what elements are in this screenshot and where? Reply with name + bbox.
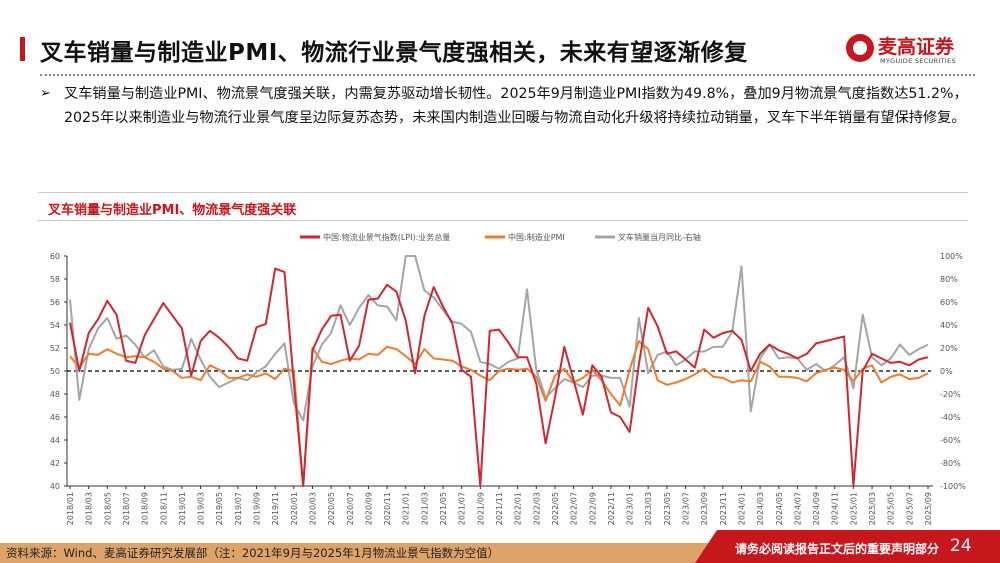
x-tick-label: 2021/01	[402, 492, 411, 525]
x-tick-label: 2023/09	[700, 492, 709, 525]
y-left-tick-label: 48	[50, 390, 60, 399]
x-tick-label: 2020/07	[346, 492, 355, 525]
x-tick-label: 2019/01	[178, 492, 187, 525]
page-title: 叉车销量与制造业PMI、物流行业景气度强相关，未来有望逐渐修复	[40, 40, 748, 66]
y-right-tick-label: 80%	[940, 275, 958, 284]
x-tick-label: 2024/03	[756, 492, 765, 525]
bullet-text: 叉车销量与制造业PMI、物流景气度强关联，内需复苏驱动增长韧性。2025年9月制…	[64, 86, 968, 126]
x-tick-label: 2018/09	[141, 492, 150, 525]
x-tick-label: 2023/01	[626, 492, 635, 525]
x-tick-label: 2022/05	[551, 492, 560, 525]
dotted-divider	[40, 74, 975, 76]
chart-top-border	[38, 192, 968, 193]
line-chart: 中国:物流业景气指数(LPI):业务总量 中国:制造业PMI 叉车销量当月同比-右轴…	[50, 232, 966, 525]
x-tick-label: 2022/01	[514, 492, 523, 525]
logo-text-cn: 麦高证券	[878, 36, 955, 58]
x-tick-label: 2019/07	[234, 492, 243, 525]
x-tick-label: 2020/05	[327, 492, 336, 525]
y-left-tick-label: 50	[50, 367, 60, 376]
bullet-paragraph: ➢ 叉车销量与制造业PMI、物流景气度强关联，内需复苏驱动增长韧性。2025年9…	[40, 82, 970, 130]
y-right-tick-label: 0%	[940, 367, 953, 376]
series-line-1	[69, 340, 929, 487]
y-left-tick-label: 56	[50, 298, 60, 307]
x-tick-label: 2018/03	[85, 492, 94, 525]
y-left-tick-label: 54	[50, 321, 60, 330]
logo-icon	[846, 34, 874, 62]
x-tick-label: 2018/11	[159, 492, 168, 525]
arrow-bullet-icon: ➢	[40, 86, 51, 101]
x-tick-label: 2021/09	[476, 492, 485, 525]
legend-label-2: 叉车销量当月同比-右轴	[618, 232, 701, 242]
y-right-tick-label: -20%	[940, 390, 961, 399]
x-tick-label: 2024/05	[775, 492, 784, 525]
x-tick-label: 2022/07	[570, 492, 579, 525]
y-left-tick-label: 52	[50, 344, 60, 353]
company-logo: 麦高证券 MYGUIDE SECURITIES	[846, 32, 971, 68]
y-right-tick-label: -40%	[940, 413, 961, 422]
y-left-tick-label: 40	[50, 482, 60, 491]
logo-text-en: MYGUIDE SECURITIES	[880, 57, 956, 65]
x-tick-label: 2022/11	[607, 492, 616, 525]
y-left-tick-label: 44	[50, 436, 60, 445]
x-tick-label: 2019/03	[197, 492, 206, 525]
source-note: 资料来源：Wind、麦高证券研究发展部（注：2021年9月与2025年1月物流业…	[6, 546, 500, 560]
x-tick-label: 2022/03	[532, 492, 541, 525]
x-tick-label: 2022/09	[588, 492, 597, 525]
y-left-tick-label: 46	[50, 413, 60, 422]
x-tick-label: 2021/05	[439, 492, 448, 525]
y-left-tick-label: 60	[50, 252, 60, 261]
x-tick-label: 2023/11	[719, 492, 728, 525]
page-number: 24	[950, 536, 972, 556]
x-tick-label: 2021/03	[420, 492, 429, 525]
legend-label-0: 中国:物流业景气指数(LPI):业务总量	[323, 232, 450, 242]
y-right-tick-label: 20%	[940, 344, 958, 353]
x-tick-label: 2025/09	[924, 492, 933, 525]
x-tick-label: 2023/07	[682, 492, 691, 525]
x-tick-label: 2021/11	[495, 492, 504, 525]
x-tick-label: 2018/05	[103, 492, 112, 525]
y-right-tick-label: -60%	[940, 436, 961, 445]
y-left-tick-label: 58	[50, 275, 60, 284]
x-tick-label: 2025/07	[905, 492, 914, 525]
disclaimer-note: 请务必阅读报告正文后的重要声明部分	[735, 542, 940, 556]
x-tick-label: 2025/05	[887, 492, 896, 525]
x-tick-label: 2020/01	[290, 492, 299, 525]
y-right-tick-label: -100%	[940, 482, 966, 491]
y-left-tick-label: 42	[50, 459, 60, 468]
series-line-0	[69, 267, 929, 487]
x-tick-label: 2024/01	[737, 492, 746, 525]
x-tick-label: 2020/03	[308, 492, 317, 525]
y-right-tick-label: 60%	[940, 298, 958, 307]
x-tick-label: 2019/05	[215, 492, 224, 525]
series-line-2	[69, 255, 929, 422]
x-tick-label: 2020/11	[383, 492, 392, 525]
y-right-tick-label: -80%	[940, 459, 961, 468]
x-tick-label: 2023/03	[644, 492, 653, 525]
x-tick-label: 2021/07	[458, 492, 467, 525]
x-tick-label: 2025/01	[849, 492, 858, 525]
x-tick-label: 2024/09	[812, 492, 821, 525]
x-tick-label: 2024/11	[831, 492, 840, 525]
x-tick-label: 2019/11	[271, 492, 280, 525]
title-accent-bar	[20, 37, 25, 61]
x-tick-label: 2024/07	[793, 492, 802, 525]
x-tick-label: 2019/09	[253, 492, 262, 525]
x-tick-label: 2023/05	[663, 492, 672, 525]
y-right-tick-label: 100%	[940, 252, 963, 261]
chart-title: 叉车销量与制造业PMI、物流景气度强关联	[48, 203, 297, 218]
chart-title-divider	[38, 220, 968, 221]
y-right-tick-label: 40%	[940, 321, 958, 330]
x-tick-label: 2025/03	[868, 492, 877, 525]
legend-label-1: 中国:制造业PMI	[508, 232, 565, 242]
x-tick-label: 2018/01	[66, 492, 75, 525]
footer-red-tab	[695, 530, 1000, 563]
x-tick-label: 2020/09	[364, 492, 373, 525]
x-tick-label: 2018/07	[122, 492, 131, 525]
